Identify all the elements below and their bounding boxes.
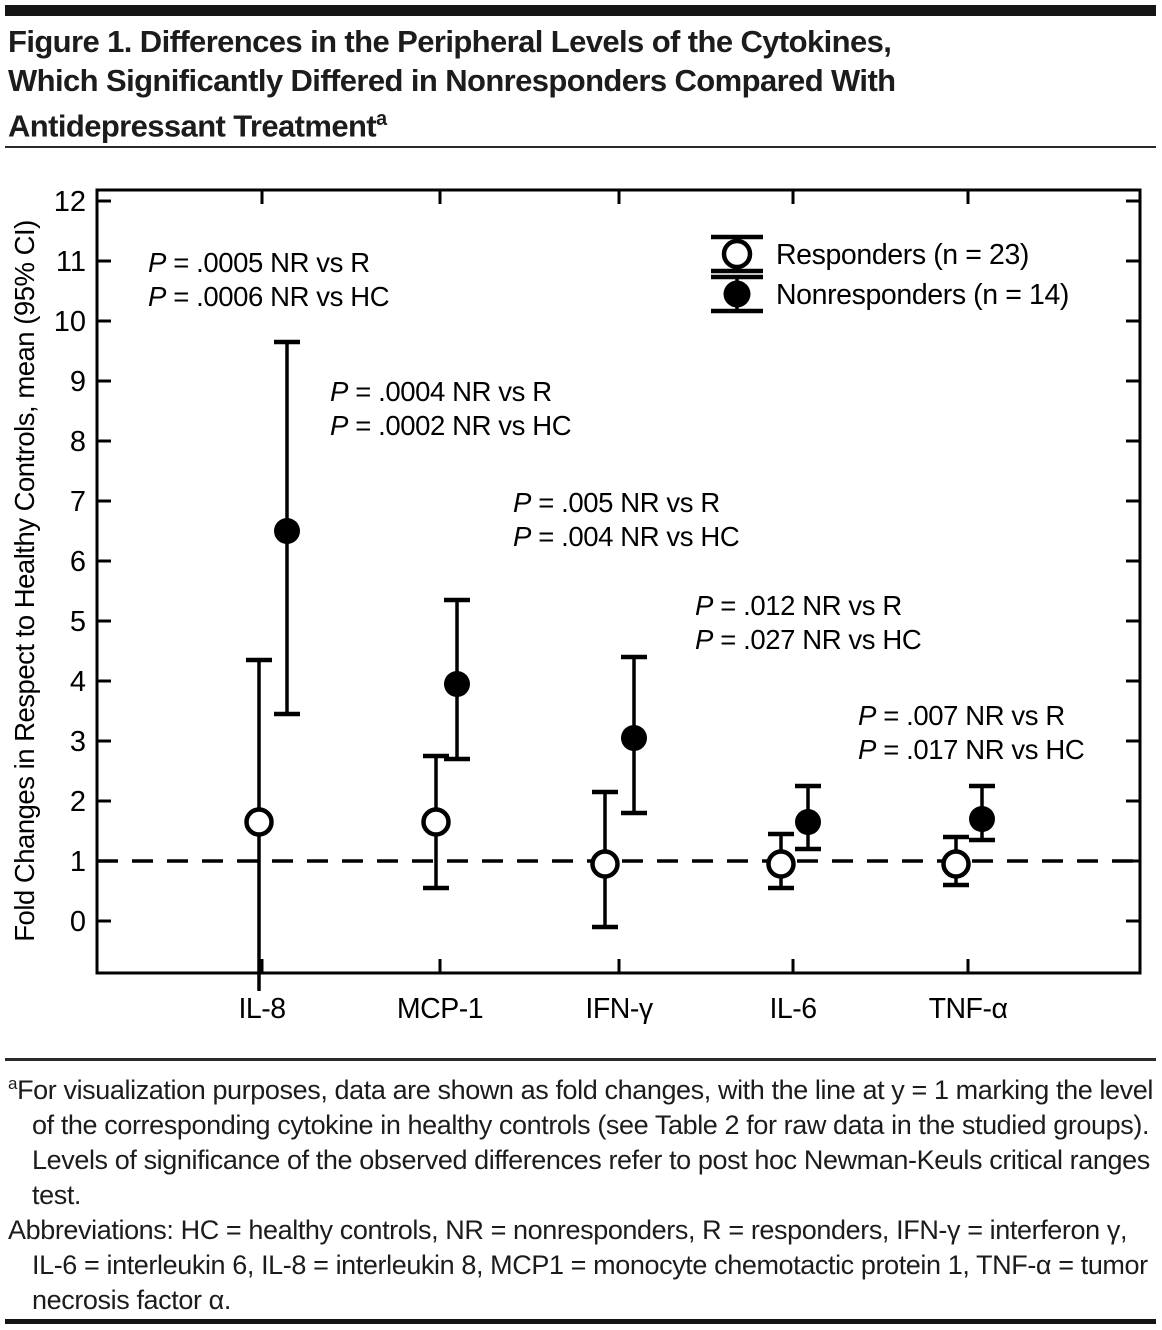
pvalue-annotation-TNF-α-line-2: P = .017 NR vs HC <box>858 734 1084 765</box>
marker-nonresponders-TNF-α <box>969 806 995 832</box>
marker-responders-IL-8 <box>244 807 274 837</box>
marker-nonresponders-IL-8 <box>274 518 300 544</box>
x-category-label-IFN-γ: IFN-γ <box>585 993 653 1025</box>
figure-title: Figure 1. Differences in the Peripheral … <box>8 22 1108 145</box>
pvalue-annotation-MCP-1-line-2: P = .0002 NR vs HC <box>330 410 571 441</box>
pvalue-annotation-IFN-γ-line-2: P = .004 NR vs HC <box>513 521 739 552</box>
y-tick-label-7: 7 <box>70 486 86 518</box>
legend-marker-responders <box>721 238 753 270</box>
y-tick-label-5: 5 <box>70 606 86 638</box>
y-tick-label-9: 9 <box>70 366 86 398</box>
y-tick-label-4: 4 <box>70 666 86 698</box>
title-separator-rule <box>5 146 1156 148</box>
y-tick-label-10: 10 <box>54 306 86 338</box>
y-tick-label-3: 3 <box>70 726 86 758</box>
legend-label-nonresponders: Nonresponders (n = 14) <box>776 279 1069 311</box>
marker-responders-TNF-α <box>941 849 971 879</box>
pvalue-annotation-IL-8-line-1: P = .0005 NR vs R <box>148 247 370 278</box>
marker-nonresponders-MCP-1 <box>444 671 470 697</box>
bottom-rule <box>5 1319 1156 1324</box>
marker-nonresponders-IFN-γ <box>621 725 647 751</box>
x-category-label-IL-6: IL-6 <box>769 993 816 1025</box>
footnote-separator-rule <box>5 1058 1156 1061</box>
plot-border <box>95 188 1142 975</box>
x-category-label-TNF-α: TNF-α <box>929 993 1008 1025</box>
marker-nonresponders-IL-6 <box>795 809 821 835</box>
marker-responders-MCP-1 <box>421 807 451 837</box>
marker-responders-IL-6 <box>766 849 796 879</box>
y-tick-label-11: 11 <box>56 246 86 278</box>
pvalue-annotation-IL-6-line-2: P = .027 NR vs HC <box>695 624 921 655</box>
pvalue-annotation-IFN-γ-line-1: P = .005 NR vs R <box>513 487 720 518</box>
pvalue-annotation-IL-8-line-2: P = .0006 NR vs HC <box>148 281 389 312</box>
figure-title-line-1: Figure 1. Differences in the Peripheral … <box>8 24 892 59</box>
marker-responders-IFN-γ <box>590 849 620 879</box>
pvalue-annotation-TNF-α-line-1: P = .007 NR vs R <box>858 700 1065 731</box>
y-tick-label-12: 12 <box>54 186 86 218</box>
footnote-a-marker: a <box>8 1074 18 1093</box>
figure-title-line-3-text: Antidepressant Treatment <box>8 108 377 144</box>
y-tick-label-6: 6 <box>70 546 86 578</box>
footnotes: aFor visualization purposes, data are sh… <box>8 1066 1156 1318</box>
legend-label-responders: Responders (n = 23) <box>776 239 1029 271</box>
x-category-label-MCP-1: MCP-1 <box>397 993 483 1025</box>
top-rule <box>5 5 1156 16</box>
figure-title-line-3: Antidepressant Treatmenta <box>8 100 1108 145</box>
pvalue-annotation-MCP-1-line-1: P = .0004 NR vs R <box>330 376 552 407</box>
x-category-label-IL-8: IL-8 <box>238 993 285 1025</box>
y-axis-label: Fold Changes in Respect to Healthy Contr… <box>9 220 40 942</box>
y-tick-label-2: 2 <box>70 786 86 818</box>
abbreviations-note: Abbreviations: HC = healthy controls, NR… <box>8 1215 1148 1315</box>
y-tick-label-0: 0 <box>70 906 86 938</box>
y-tick-label-8: 8 <box>70 426 86 458</box>
figure-title-line-2: Which Significantly Differed in Nonrespo… <box>8 63 896 98</box>
figure-title-footnote-marker: a <box>376 108 387 130</box>
footnote-a-text: For visualization purposes, data are sho… <box>17 1075 1153 1210</box>
y-tick-label-1: 1 <box>70 846 86 878</box>
pvalue-annotation-IL-6-line-1: P = .012 NR vs R <box>695 590 902 621</box>
footnote-a: aFor visualization purposes, data are sh… <box>8 1066 1156 1213</box>
legend-marker-nonresponders <box>723 280 751 308</box>
